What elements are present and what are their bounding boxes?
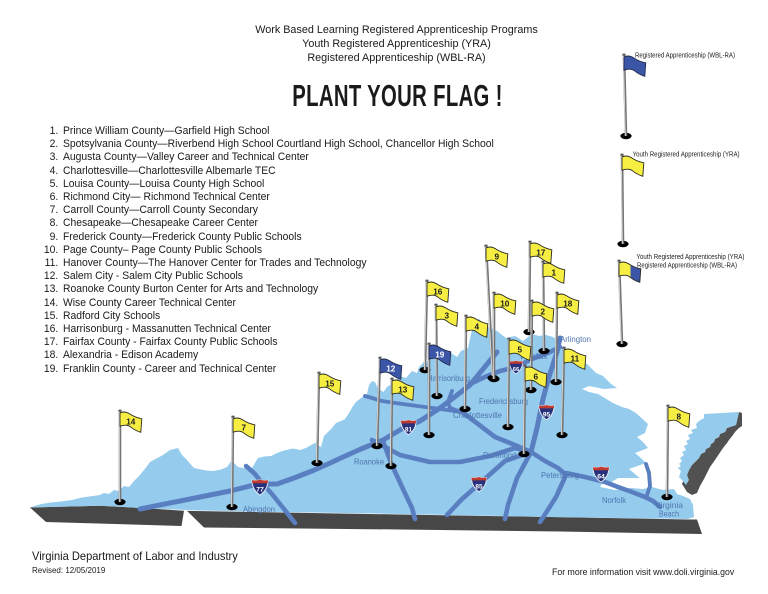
svg-text:Arlington: Arlington [560,334,591,344]
svg-text:Registered Apprenticeship (WBL: Registered Apprenticeship (WBL-RA) [635,53,735,60]
svg-text:Richmond: Richmond [483,451,516,460]
svg-text:66: 66 [513,367,520,373]
svg-text:81: 81 [405,426,413,433]
svg-text:Norfolk: Norfolk [602,496,627,505]
svg-text:3: 3 [445,312,450,321]
svg-text:13: 13 [398,386,408,395]
svg-text:Youth Registered Apprenticeshi: Youth Registered Apprenticeship (YRA) [633,152,740,159]
svg-text:Roanoke: Roanoke [354,458,384,467]
svg-text:Youth Registered Apprenticeshi: Youth Registered Apprenticeship (YRA) [636,254,744,261]
svg-text:Fairfax: Fairfax [521,352,548,361]
svg-text:85: 85 [475,483,483,490]
svg-text:8: 8 [677,413,682,422]
svg-text:Harrisonburg: Harrisonburg [427,374,470,383]
svg-text:95: 95 [543,411,551,418]
svg-text:12: 12 [386,365,396,374]
svg-text:14: 14 [126,418,136,427]
svg-text:Abingdon: Abingdon [243,505,275,514]
svg-text:77: 77 [256,487,264,494]
svg-text:Petersburg: Petersburg [541,471,579,480]
svg-text:11: 11 [570,355,579,364]
svg-text:1: 1 [552,269,557,278]
svg-text:6: 6 [534,373,539,382]
svg-text:64: 64 [597,474,605,481]
svg-text:Beach: Beach [659,510,679,519]
svg-text:18: 18 [563,300,573,309]
svg-text:2: 2 [541,308,546,317]
svg-text:Charlottesville: Charlottesville [453,411,502,420]
svg-text:5: 5 [518,346,523,355]
svg-text:9: 9 [495,253,500,262]
svg-text:15: 15 [325,380,335,389]
svg-text:4: 4 [475,323,480,332]
svg-text:Virginia: Virginia [655,501,683,510]
svg-text:10: 10 [500,300,510,309]
svg-text:7: 7 [242,424,247,433]
svg-text:Registered Apprenticeship (WBL: Registered Apprenticeship (WBL-RA) [637,263,737,270]
svg-text:16: 16 [433,288,443,297]
svg-text:17: 17 [536,249,546,258]
svg-text:19: 19 [435,351,445,360]
svg-text:Fredericksburg: Fredericksburg [479,397,528,406]
